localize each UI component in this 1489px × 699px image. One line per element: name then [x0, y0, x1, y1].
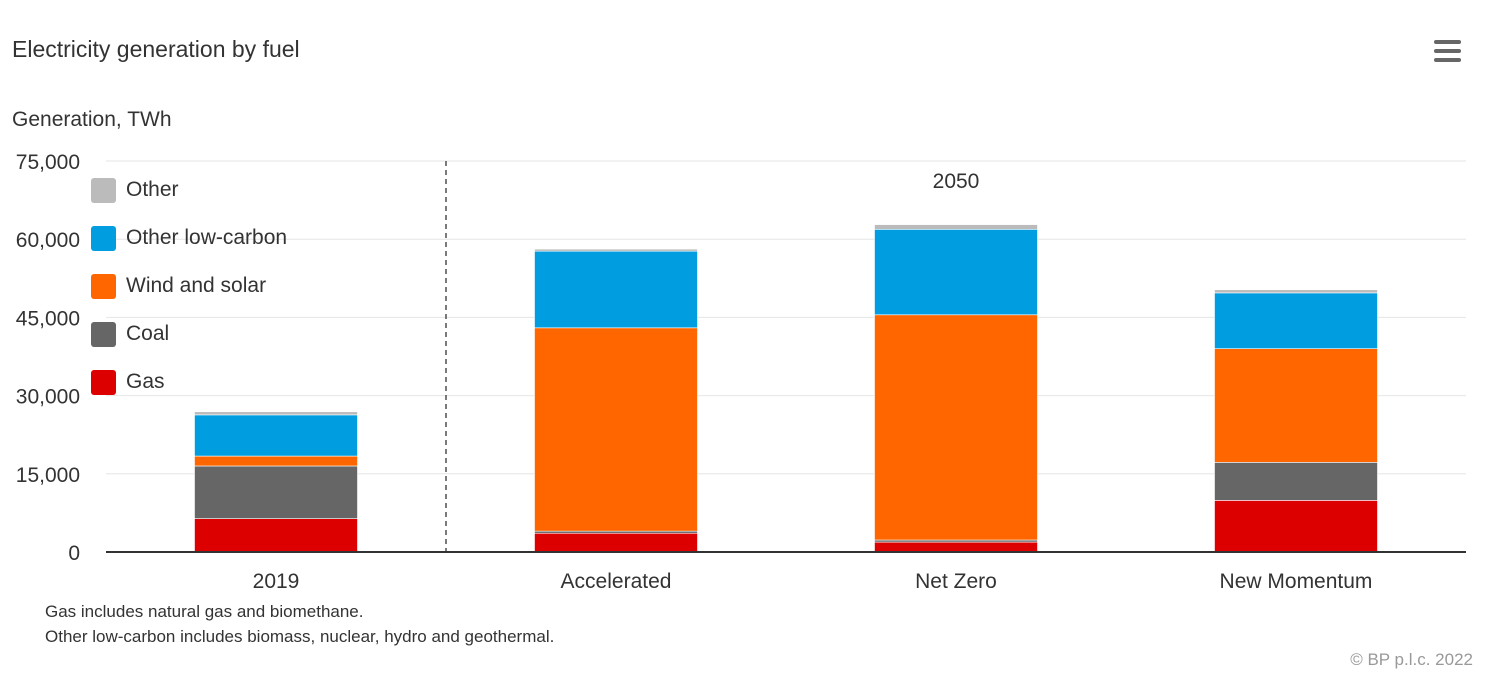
legend-swatch [91, 321, 116, 347]
x-tick-label: 2019 [253, 570, 300, 593]
legend-label: Coal [126, 322, 170, 345]
legend-label: Other low-carbon [126, 226, 288, 249]
bar-wind-and-solar-new-momentum [1214, 348, 1378, 463]
y-tick-label: 15,000 [16, 464, 80, 487]
y-axis-title: Generation, TWh [12, 108, 172, 131]
bar-wind-and-solar-2019 [194, 455, 358, 467]
footnote-other-low-carbon: Other low-carbon includes biomass, nucle… [45, 627, 555, 646]
chart-title: Electricity generation by fuel [12, 36, 300, 62]
x-tick-label: Accelerated [561, 570, 672, 593]
bar-gas-accelerated [534, 532, 698, 553]
bar-wind-and-solar-net-zero [874, 314, 1038, 541]
x-tick-label: New Momentum [1220, 570, 1373, 593]
footnote-gas: Gas includes natural gas and biomethane. [45, 602, 364, 621]
legend-label: Wind and solar [126, 274, 267, 297]
bar-coal-net-zero [874, 539, 1038, 543]
legend-item[interactable]: Wind and solar [91, 262, 287, 310]
y-tick-label: 30,000 [16, 386, 80, 409]
group-label-2050: 2050 [933, 170, 980, 193]
legend-item[interactable]: Other low-carbon [91, 214, 287, 262]
chart-legend: Other Other low-carbon Wind and solar Coal G… [91, 166, 287, 406]
x-tick-label: Net Zero [915, 570, 997, 593]
legend-item[interactable]: Gas [91, 358, 287, 406]
bar-other-net-zero [874, 224, 1038, 230]
legend-item[interactable]: Coal [91, 310, 287, 358]
legend-label: Other [126, 178, 179, 201]
hamburger-menu-icon[interactable] [1428, 36, 1466, 66]
bar-other-low-carbon-accelerated [534, 250, 698, 329]
bar-wind-and-solar-accelerated [534, 327, 698, 532]
legend-swatch [91, 225, 116, 251]
bar-other-accelerated [534, 248, 698, 252]
bar-coal-2019 [194, 465, 358, 519]
y-tick-label: 75,000 [16, 151, 80, 174]
legend-item[interactable]: Other [91, 166, 287, 214]
legend-swatch [91, 273, 116, 299]
bar-coal-new-momentum [1214, 462, 1378, 501]
bar-other-low-carbon-2019 [194, 414, 358, 457]
bar-gas-new-momentum [1214, 500, 1378, 553]
y-tick-label: 45,000 [16, 307, 80, 330]
legend-swatch [91, 369, 116, 395]
bar-other-low-carbon-new-momentum [1214, 292, 1378, 349]
legend-swatch [91, 177, 116, 203]
y-tick-label: 60,000 [16, 229, 80, 252]
legend-label: Gas [126, 370, 165, 393]
bar-coal-accelerated [534, 530, 698, 534]
bar-other-2019 [194, 411, 358, 416]
bar-other-new-momentum [1214, 289, 1378, 294]
bar-gas-net-zero [874, 541, 1038, 553]
bar-gas-2019 [194, 518, 358, 553]
y-tick-label: 0 [68, 542, 80, 565]
credit-text: © BP p.l.c. 2022 [1350, 650, 1473, 669]
bar-other-low-carbon-net-zero [874, 228, 1038, 316]
